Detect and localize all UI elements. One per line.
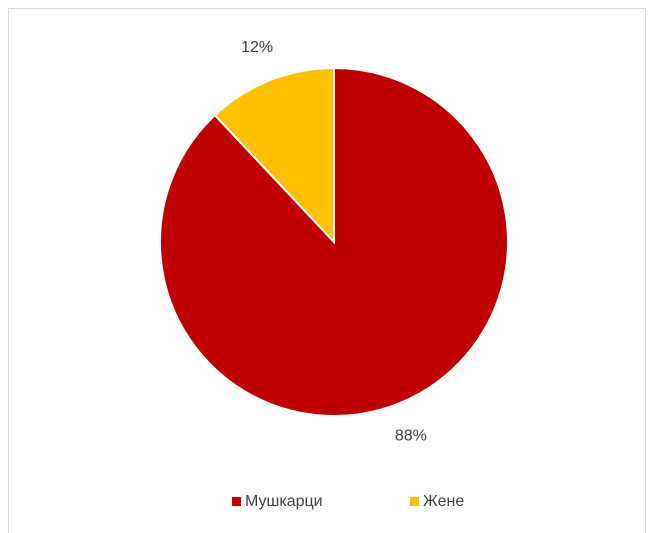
legend-swatch [410, 497, 419, 506]
pie-slice [213, 66, 335, 245]
legend-label: Мушкарци [245, 493, 323, 510]
data-label: 88% [395, 427, 427, 444]
legend-swatch [232, 497, 241, 506]
legend-label: Жене [423, 493, 464, 510]
data-label: 12% [241, 39, 273, 56]
